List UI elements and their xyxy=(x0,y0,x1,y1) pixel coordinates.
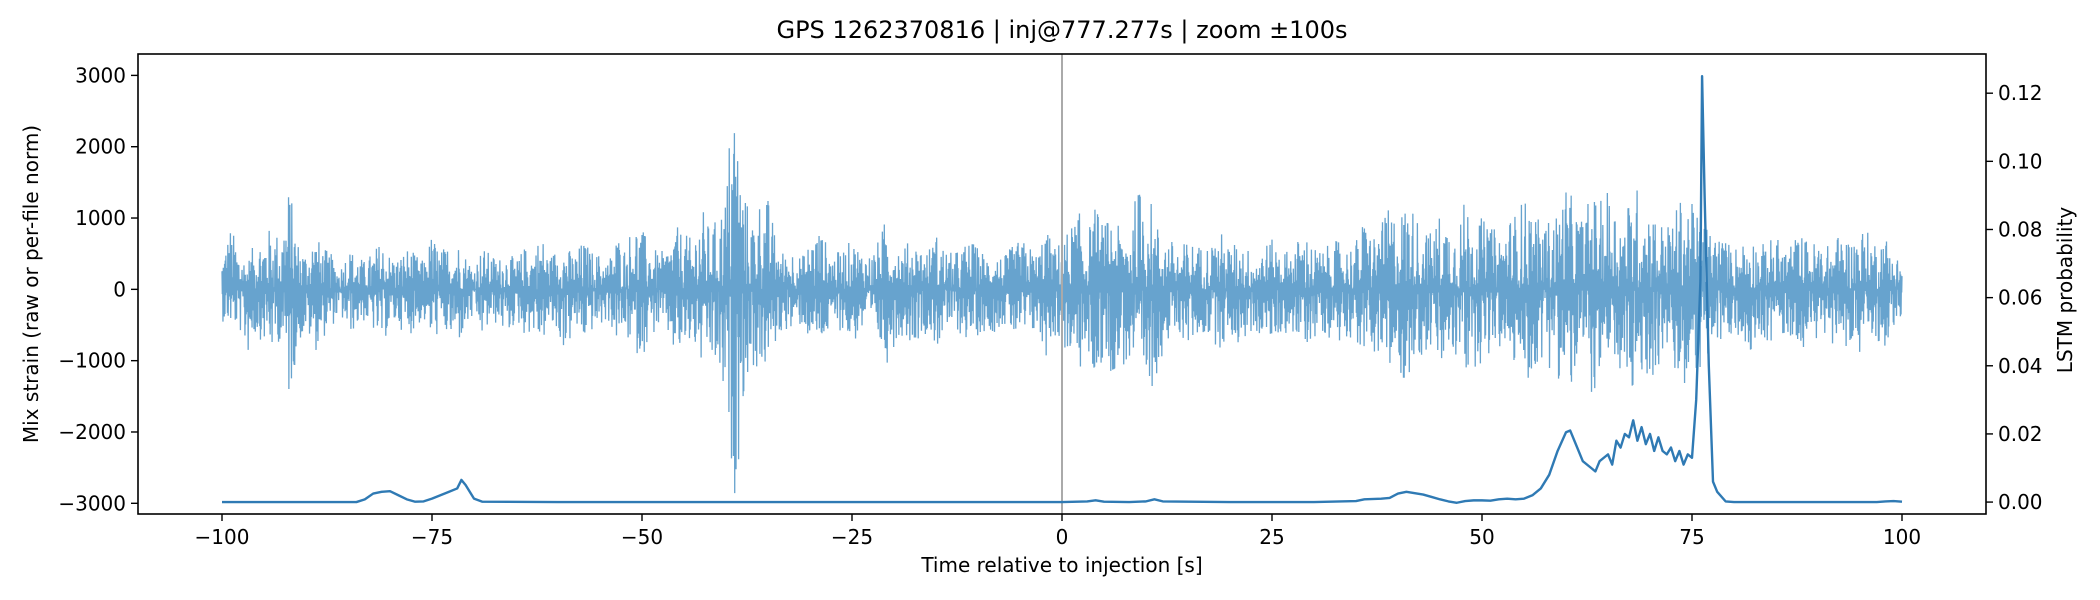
y-right-axis-ticks: 0.12 0.10 0.08 0.06 0.04 0.02 0.00 xyxy=(1986,81,2043,514)
y-left-tick-label: −3000 xyxy=(58,491,126,515)
x-axis-ticks: −100 −75 −50 −25 0 25 50 75 100 xyxy=(195,514,1921,549)
x-tick-label: −75 xyxy=(411,525,453,549)
y-left-tick-label: 1000 xyxy=(75,206,126,230)
y-right-tick-label: 0.08 xyxy=(1998,217,2043,241)
x-tick-label: 50 xyxy=(1469,525,1494,549)
y-right-tick-label: 0.12 xyxy=(1998,81,2043,105)
x-tick-label: −100 xyxy=(195,525,250,549)
x-axis-label: Time relative to injection [s] xyxy=(920,553,1202,577)
y-left-tick-label: 0 xyxy=(113,277,126,301)
y-left-tick-label: −1000 xyxy=(58,349,126,373)
x-tick-label: −25 xyxy=(831,525,873,549)
y-right-tick-label: 0.02 xyxy=(1998,422,2043,446)
chart-title: GPS 1262370816 | inj@777.277s | zoom ±10… xyxy=(776,16,1347,44)
y-left-tick-label: 3000 xyxy=(75,63,126,87)
y-left-tick-label: −2000 xyxy=(58,420,126,444)
y-left-axis-label: Mix strain (raw or per-file norm) xyxy=(19,125,43,443)
x-tick-label: 0 xyxy=(1056,525,1069,549)
y-left-axis-ticks: 3000 2000 1000 0 −1000 −2000 −3000 xyxy=(58,63,138,515)
x-tick-label: 25 xyxy=(1259,525,1284,549)
y-right-tick-label: 0.06 xyxy=(1998,286,2043,310)
y-right-axis-label: LSTM probability xyxy=(2053,207,2077,374)
x-tick-label: 100 xyxy=(1883,525,1921,549)
y-right-tick-label: 0.04 xyxy=(1998,354,2043,378)
y-right-tick-label: 0.00 xyxy=(1998,490,2043,514)
y-left-tick-label: 2000 xyxy=(75,135,126,159)
lstm-probability-line xyxy=(222,74,1903,504)
y-right-tick-label: 0.10 xyxy=(1998,149,2043,173)
x-tick-label: 75 xyxy=(1679,525,1704,549)
plot-area xyxy=(221,54,1903,514)
x-tick-label: −50 xyxy=(621,525,663,549)
